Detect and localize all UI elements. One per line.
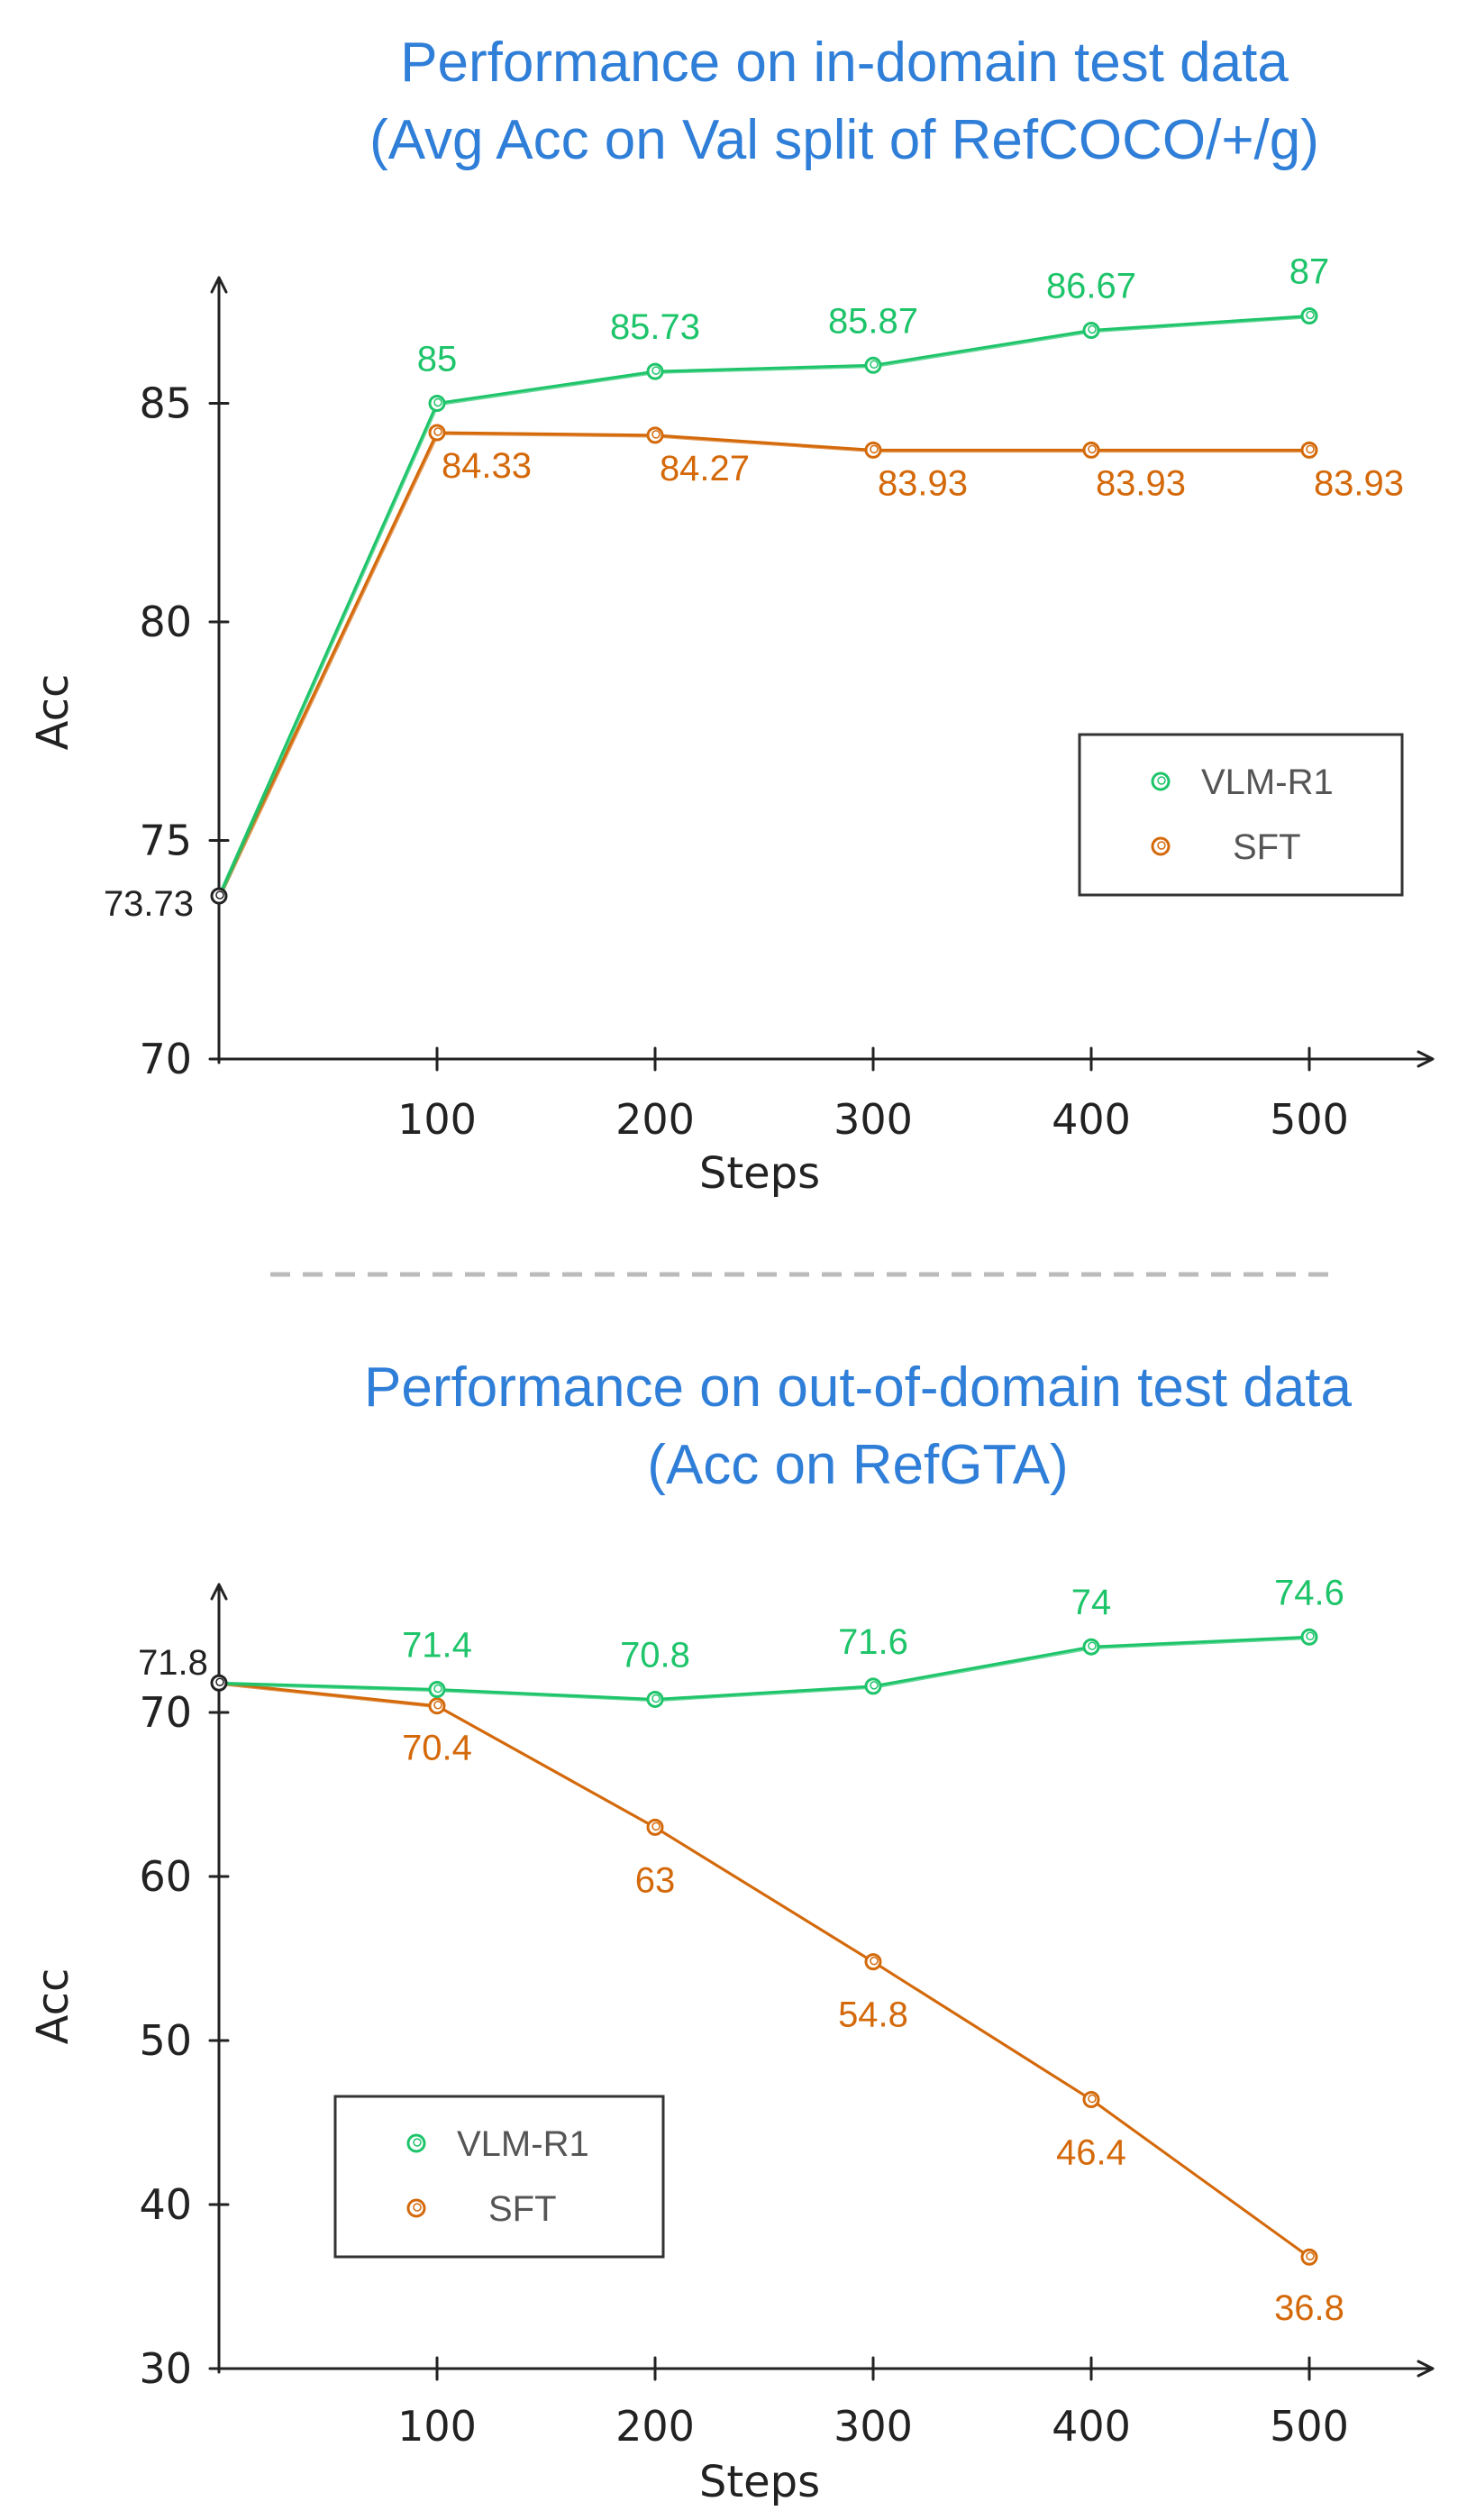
chart2-vlm-r1-point-inner	[1088, 1641, 1097, 1650]
chart2-title-line1: Performance on out-of-domain test data	[364, 1356, 1352, 1419]
chart1-sft-data-label: 84.27	[660, 449, 750, 488]
chart1-vlm-r1-point-inner	[651, 366, 661, 375]
chart1-vlm-r1-line-sketch	[219, 316, 1311, 899]
chart1-start-value-label: 73.73	[104, 884, 194, 924]
chart2-vlm-r1-line-sketch	[220, 1638, 1311, 1703]
chart2-sft-data-label: 63	[635, 1860, 676, 1900]
chart2-sft-data-label: 36.8	[1274, 2288, 1344, 2328]
chart1-sft-point-inner	[433, 427, 442, 436]
chart1-ytick-label: 80	[139, 598, 192, 646]
chart2-ytick-label: 60	[139, 1852, 192, 1901]
chart1-legend-vlm-r1-marker-inner	[1157, 776, 1166, 785]
chart2-plot: 30 40 50 60 70 100 200 300 400 500 Steps Acc 70.4 63 5…	[28, 1573, 1435, 2507]
chart1-legend-sft-marker-inner	[1157, 841, 1166, 850]
chart2-xtick-label: 500	[1270, 2402, 1349, 2451]
chart1-y-axis-label: Acc	[28, 674, 78, 751]
chart2-title-line2: (Acc on RefGTA)	[647, 1434, 1068, 1496]
chart1-xtick-label: 200	[615, 1095, 695, 1144]
chart2-vlm-r1-data-label: 74	[1071, 1583, 1112, 1622]
chart1-legend-box	[1078, 733, 1404, 897]
chart1-legend-sft-marker	[1151, 836, 1171, 856]
chart1-x-axis-label: Steps	[699, 1148, 820, 1199]
chart1-sft-point-inner	[1306, 444, 1315, 454]
chart2-start-value-label: 71.8	[138, 1643, 208, 1683]
chart1-legend-vlm-r1-marker	[1151, 772, 1171, 791]
chart2-legend-vlm-r1-label: VLM-R1	[457, 2124, 589, 2164]
chart2-vlm-r1-data-label: 70.8	[620, 1635, 690, 1675]
chart1-sft-data-label: 83.93	[1096, 463, 1186, 503]
chart1-vlm-r1-data-label: 86.67	[1046, 267, 1136, 306]
chart2-vlm-r1-point-inner	[1306, 1631, 1315, 1641]
chart2-vlm-r1-point-inner	[433, 1684, 442, 1694]
chart2-sft-point-inner	[433, 1700, 442, 1710]
chart2-ytick-label: 50	[139, 2016, 192, 2065]
chart1-sft-data-label: 84.33	[442, 446, 532, 486]
chart1-vlm-r1-point-inner	[433, 397, 442, 407]
chart2-legend-sft-label: SFT	[488, 2189, 557, 2229]
chart2-xtick-label: 300	[834, 2402, 913, 2451]
chart1-vlm-r1-data-label: 87	[1289, 252, 1330, 292]
chart2-vlm-r1-line	[218, 1635, 1310, 1701]
chart1-vlm-r1-data-label: 85.73	[610, 307, 700, 347]
chart2-sft-point-inner	[1088, 2094, 1097, 2104]
chart2-sft-point-inner	[651, 1822, 661, 1831]
chart1-title-line2: (Avg Acc on Val split of RefCOCO/+/g)	[369, 109, 1319, 171]
chart2-vlm-r1-point-inner	[870, 1681, 879, 1690]
chart1-ytick-label: 85	[139, 379, 192, 428]
chart2-xtick-label: 400	[1052, 2402, 1131, 2451]
chart2-sft-point-inner	[870, 1956, 879, 1966]
chart1-legend-sft-label: SFT	[1233, 827, 1301, 867]
chart2-legend-sft-marker-inner	[413, 2203, 422, 2212]
chart2-legend-box	[333, 2095, 665, 2259]
chart1-sft-point-inner	[870, 444, 879, 454]
chart1-title-line1: Performance on in-domain test data	[400, 32, 1289, 94]
chart1-xtick-label: 300	[834, 1095, 913, 1144]
chart1-y-axis	[210, 276, 228, 1064]
chart2-sft-point-inner	[1306, 2251, 1315, 2260]
chart1-vlm-r1-point-inner	[1088, 324, 1097, 334]
chart1-xtick-label: 500	[1270, 1095, 1349, 1144]
chart2-ytick-label: 30	[139, 2344, 192, 2393]
chart1-ytick-label: 70	[139, 1035, 192, 1083]
chart2-y-axis-label: Acc	[28, 1968, 78, 2045]
chart1-legend-vlm-r1-label: VLM-R1	[1201, 762, 1334, 802]
chart2-sft-data-label: 70.4	[402, 1729, 472, 1768]
chart1-plot: 70 75 80 85 100 200 300 400 500 Steps Acc 84.33 84.2…	[28, 252, 1435, 1199]
chart1-vlm-r1-point-inner	[215, 890, 224, 899]
chart2-x-axis	[217, 2360, 1435, 2378]
chart1-x-axis	[217, 1050, 1435, 1068]
chart2-vlm-r1-data-label: 71.4	[402, 1626, 472, 1666]
chart1-sft-point-inner	[1088, 444, 1097, 454]
chart1-sft-point-inner	[651, 430, 661, 439]
chart2-ytick-label: 70	[139, 1688, 192, 1737]
chart1-sft-data-label: 83.93	[1314, 463, 1404, 503]
chart1-sft-data-label: 83.93	[878, 463, 968, 503]
chart1-vlm-r1-line	[217, 315, 1310, 897]
chart2-legend-sft-marker	[406, 2198, 426, 2218]
chart2-vlm-r1-point-inner	[215, 1677, 224, 1686]
chart1-vlm-r1-data-label: 85.87	[828, 301, 918, 341]
chart2-legend-vlm-r1-marker-inner	[413, 2138, 422, 2147]
chart1-sft-line	[217, 431, 1309, 897]
chart2-sft-line-sketch	[220, 1684, 1311, 2260]
chart2-xtick-label: 200	[615, 2402, 695, 2451]
chart2-ytick-label: 40	[139, 2180, 192, 2229]
chart1-vlm-r1-data-label: 85	[417, 340, 458, 379]
chart2-sft-data-label: 54.8	[838, 1995, 908, 2035]
chart2-vlm-r1-data-label: 71.6	[838, 1622, 908, 1662]
chart2-sft-data-label: 46.4	[1056, 2133, 1126, 2173]
chart2-vlm-r1-point-inner	[651, 1694, 661, 1703]
chart1-vlm-r1-point-inner	[870, 360, 879, 370]
chart2-y-axis	[210, 1583, 228, 2374]
chart2-vlm-r1-data-label: 74.6	[1274, 1573, 1344, 1612]
chart1-xtick-label: 400	[1052, 1095, 1131, 1144]
chart2-xtick-label: 100	[397, 2402, 477, 2451]
chart1-sft-line-sketch	[219, 434, 1311, 899]
chart1-xtick-label: 100	[397, 1095, 477, 1144]
chart1-vlm-r1-point-inner	[1306, 310, 1315, 320]
chart2-x-axis-label: Steps	[699, 2457, 820, 2507]
chart1-ytick-label: 75	[139, 817, 192, 865]
chart2-legend-vlm-r1-marker	[406, 2133, 426, 2153]
